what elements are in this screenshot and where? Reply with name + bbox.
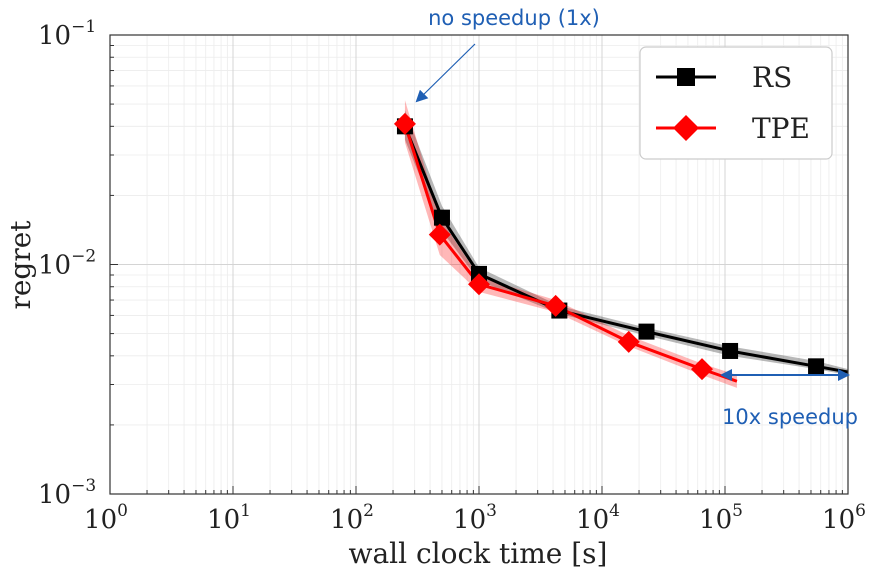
marker-rs (638, 323, 655, 340)
marker-tpe (544, 294, 567, 317)
marker-tpe (690, 358, 713, 381)
no-speedup-arrow (415, 43, 476, 103)
x-tick-label: 103 (453, 501, 497, 535)
marker-rs (433, 209, 450, 226)
line-rs (403, 125, 848, 374)
y-tick-label: 10−3 (38, 476, 96, 510)
y-axis-title: regret (4, 220, 37, 310)
y-tick-labels: 10−1 10−2 10−3 (38, 17, 96, 510)
marker-tpe (468, 273, 490, 296)
x-tick-label: 106 (822, 501, 866, 535)
x-tick-label: 102 (330, 501, 374, 535)
series-markers (393, 112, 825, 381)
annotations: no speedup (1x) 10x speedup (415, 6, 858, 429)
x-tick-label: 100 (84, 501, 128, 535)
axis-ticks (109, 34, 849, 495)
marker-rs (722, 342, 739, 359)
legend: RS TPE (639, 46, 833, 160)
legend-rs-marker (677, 68, 695, 86)
marker-tpe (428, 223, 451, 246)
x-tick-label: 101 (207, 501, 251, 535)
x-tick-labels: 100 101 102 103 104 105 106 (84, 501, 866, 535)
legend-tpe-marker (673, 115, 699, 141)
x-tick-label: 104 (576, 501, 620, 535)
no-speedup-label: no speedup (1x) (428, 6, 600, 30)
marker-tpe (617, 330, 640, 353)
y-tick-label: 10−2 (38, 247, 96, 281)
marker-rs (808, 358, 825, 375)
marker-tpe (393, 112, 416, 135)
x-tick-label: 105 (699, 501, 743, 535)
legend-rs-label: RS (752, 61, 792, 94)
ten-x-speedup-label: 10x speedup (722, 405, 858, 429)
x-axis-title: wall clock time [s] (349, 537, 608, 570)
legend-tpe-label: TPE (752, 112, 810, 145)
y-tick-label: 10−1 (38, 17, 96, 51)
